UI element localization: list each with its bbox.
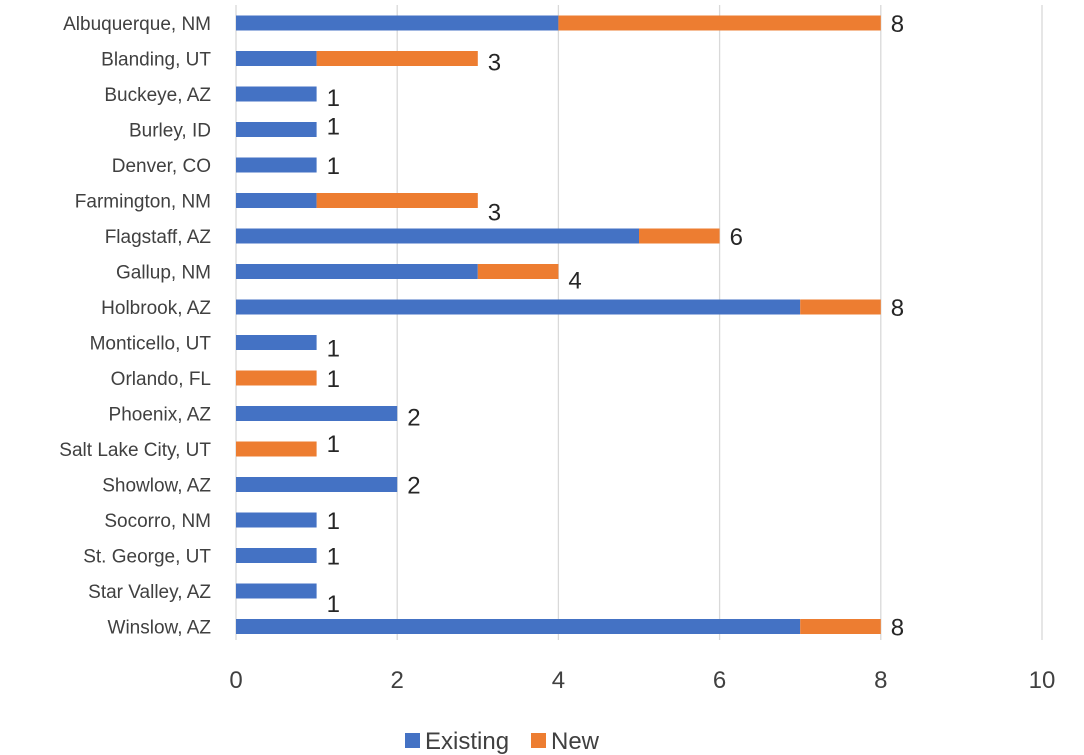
bar-existing-1 [236, 51, 317, 66]
bar-existing-2 [236, 86, 317, 102]
x-tick-label: 0 [229, 667, 242, 694]
category-label: Orlando, FL [111, 369, 211, 390]
data-label-total: 1 [327, 544, 340, 571]
data-label-total: 6 [730, 224, 743, 251]
category-label: Albuquerque, NM [63, 14, 211, 35]
data-label-total: 1 [327, 114, 340, 141]
data-label-total: 8 [891, 615, 904, 642]
data-label-total: 8 [891, 295, 904, 322]
x-tick-label: 2 [391, 667, 404, 694]
x-tick-labels: 0 2 4 6 8 10 [229, 667, 1055, 694]
category-label: Showlow, AZ [102, 476, 211, 497]
x-tick-label: 8 [874, 667, 887, 694]
bar-new-17 [800, 619, 881, 634]
bar-new-7 [477, 264, 559, 279]
category-label: Star Valley, AZ [88, 582, 211, 603]
data-label-total: 8 [891, 11, 904, 38]
category-label: Holbrook, AZ [101, 298, 211, 319]
category-label: Burley, ID [129, 121, 211, 142]
category-label: Denver, CO [112, 156, 211, 177]
bar-new-8 [800, 299, 881, 315]
bar-new-10 [236, 370, 317, 386]
category-label: Socorro, NM [104, 511, 211, 532]
bar-existing-7 [236, 264, 478, 279]
x-tick-label: 4 [552, 667, 565, 694]
x-tick-label: 10 [1029, 667, 1056, 694]
legend-label-new: New [551, 728, 600, 755]
bar-existing-4 [236, 157, 317, 173]
legend-swatch-existing [405, 733, 420, 748]
category-label: Monticello, UT [90, 334, 212, 355]
category-label: Phoenix, AZ [109, 405, 212, 426]
data-label-total: 1 [327, 366, 340, 393]
category-label: Winslow, AZ [108, 618, 212, 639]
bar-existing-9 [236, 335, 317, 350]
bar-existing-3 [236, 122, 317, 137]
data-label-total: 3 [488, 50, 501, 77]
data-label-total: 1 [327, 336, 340, 363]
gridlines [235, 5, 1043, 640]
data-label-total: 1 [327, 508, 340, 535]
bar-new-6 [639, 228, 720, 244]
bar-existing-14 [236, 512, 317, 528]
bar-existing-11 [236, 406, 398, 421]
bar-new-1 [316, 51, 478, 66]
data-label-total: 4 [568, 268, 581, 295]
data-label-total: 3 [488, 200, 501, 227]
legend: Existing New [405, 728, 600, 755]
data-label-total: 2 [407, 405, 420, 432]
bar-existing-5 [236, 193, 317, 208]
bar-new-12 [236, 441, 317, 457]
category-label: Blanding, UT [101, 50, 211, 71]
legend-swatch-new [531, 733, 546, 748]
data-label-total: 2 [407, 473, 420, 500]
bar-new-5 [316, 193, 478, 208]
legend-label-existing: Existing [425, 728, 509, 755]
bar-existing-17 [236, 619, 801, 634]
bar-existing-16 [236, 583, 317, 599]
data-label-total: 1 [327, 85, 340, 112]
category-label: Flagstaff, AZ [105, 227, 212, 248]
bars [236, 15, 881, 634]
category-label: Gallup, NM [116, 263, 211, 284]
bar-new-0 [558, 15, 881, 31]
category-label: Buckeye, AZ [104, 85, 211, 106]
data-label-total: 1 [327, 153, 340, 180]
data-label-total: 1 [327, 591, 340, 618]
x-tick-label: 6 [713, 667, 726, 694]
category-label: Farmington, NM [75, 192, 211, 213]
bar-existing-8 [236, 299, 801, 315]
category-labels: Albuquerque, NM Blanding, UT Buckeye, AZ Bu… [59, 14, 211, 639]
data-label-total: 1 [327, 431, 340, 458]
category-label: Salt Lake City, UT [59, 440, 211, 461]
bar-existing-6 [236, 228, 639, 244]
bar-existing-13 [236, 477, 398, 492]
bar-existing-0 [236, 15, 559, 31]
bar-existing-15 [236, 548, 317, 563]
category-label: St. George, UT [83, 547, 211, 568]
